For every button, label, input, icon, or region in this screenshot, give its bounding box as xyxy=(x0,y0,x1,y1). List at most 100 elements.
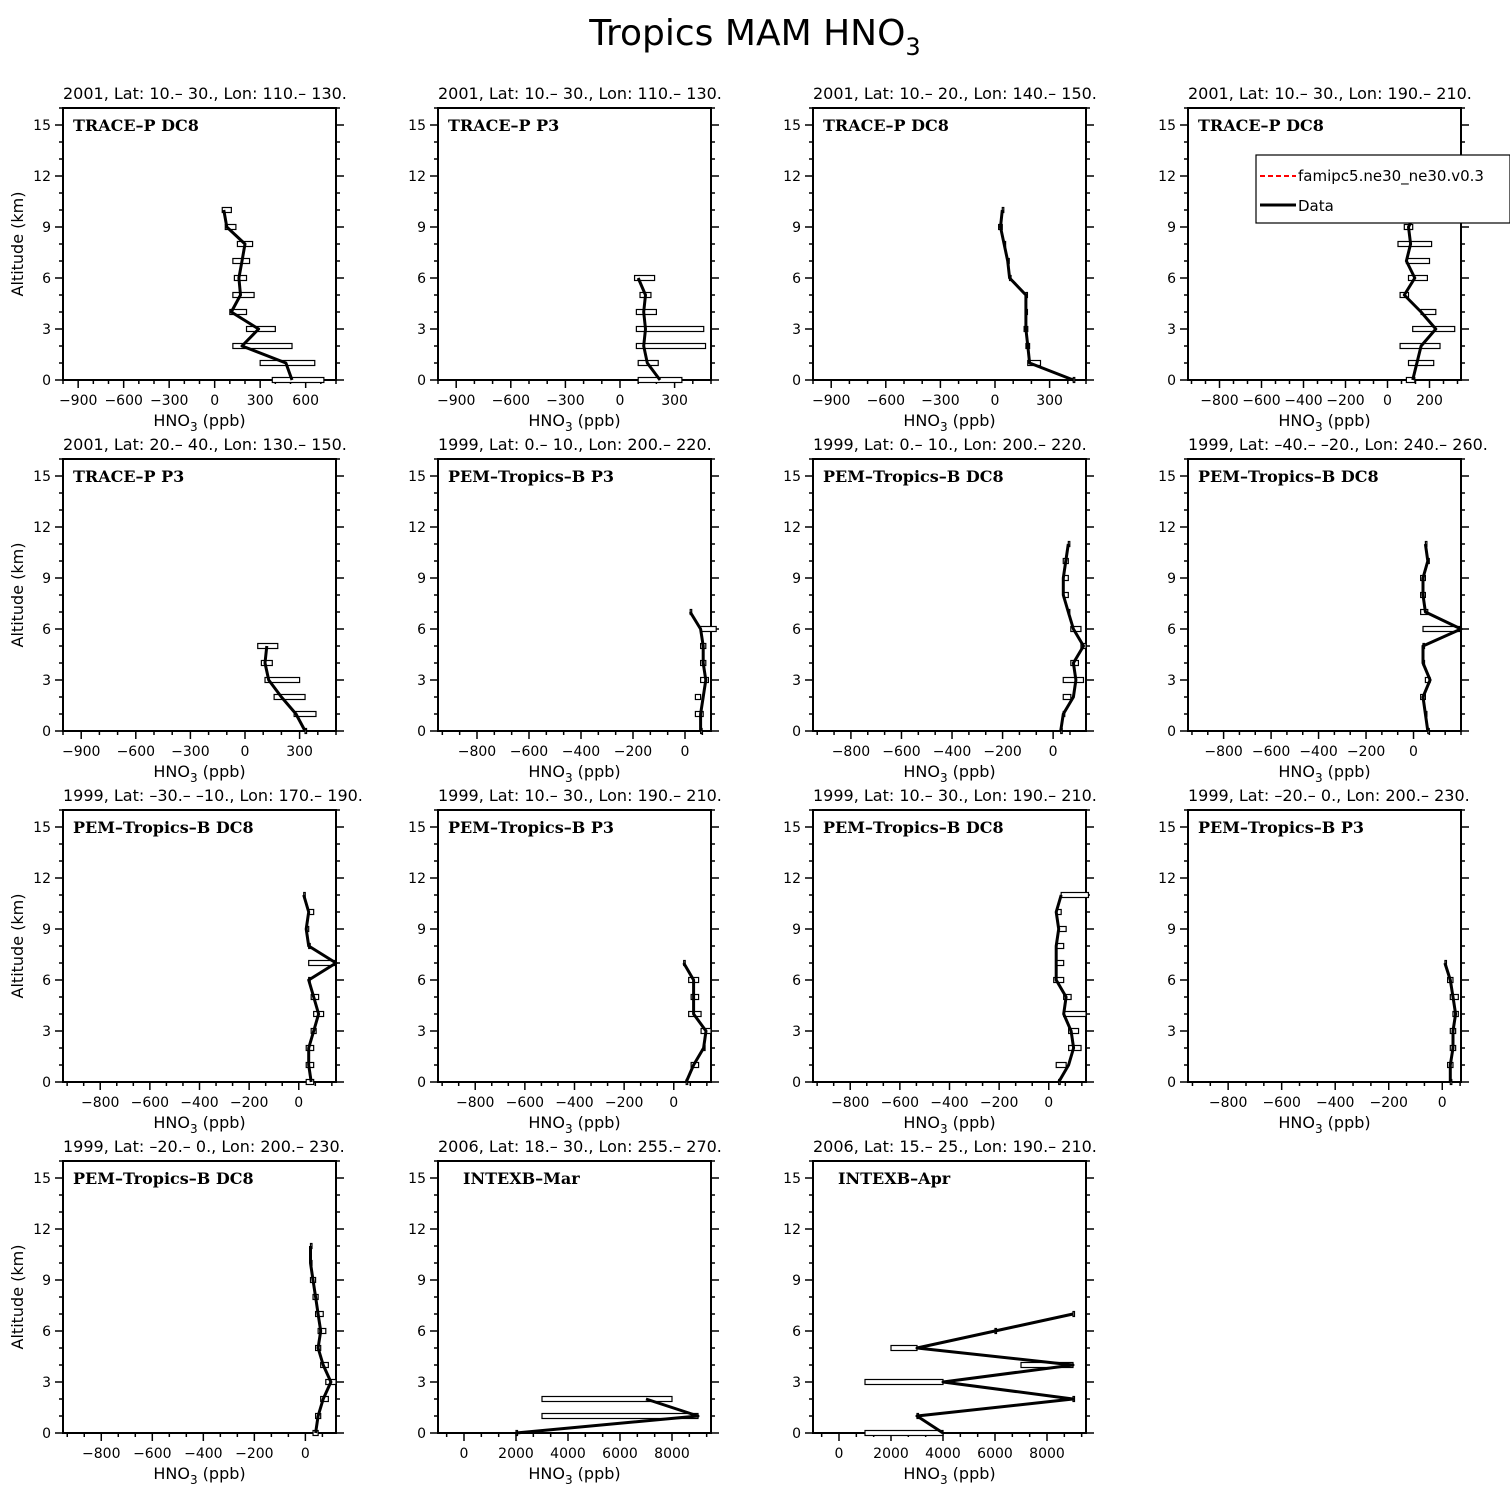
x-tick-label: 0 xyxy=(616,393,625,409)
y-tick-label: 15 xyxy=(1158,469,1176,485)
error-box xyxy=(633,274,656,282)
x-tick-label: −200 xyxy=(1347,744,1385,760)
y-tick-label: 15 xyxy=(408,820,426,836)
y-tick-label: 15 xyxy=(33,118,51,134)
x-tick-label: −200 xyxy=(605,1095,643,1111)
y-tick-label: 0 xyxy=(1167,373,1176,389)
x-axis-label: HNO3 (ppb) xyxy=(528,1464,620,1487)
x-tick-label: −600 xyxy=(104,393,142,409)
panel-title: 2006, Lat: 15.– 25., Lon: 190.– 210. xyxy=(813,1137,1097,1156)
data-series-line xyxy=(682,962,708,1083)
x-tick-label: −400 xyxy=(562,744,600,760)
panel-title: 1999, Lat: 0.– 10., Lon: 200.– 220. xyxy=(813,435,1087,454)
error-box xyxy=(1062,676,1085,684)
y-tick-label: 0 xyxy=(792,373,801,389)
y-tick-label: 0 xyxy=(1167,1075,1176,1091)
y-tick-label: 0 xyxy=(42,1075,51,1091)
y-tick-label: 12 xyxy=(783,871,801,887)
y-tick-label: 0 xyxy=(417,724,426,740)
x-tick-label: −400 xyxy=(555,1095,593,1111)
x-tick-label: 2000 xyxy=(873,1446,909,1462)
chart-panel-15: 2006, Lat: 15.– 25., Lon: 190.– 210. 0 3 6 9… xyxy=(783,1137,1097,1487)
plot-frame xyxy=(62,458,337,732)
plot-frame xyxy=(62,809,337,1083)
x-tick-label: −400 xyxy=(933,744,971,760)
x-tick-label: 300 xyxy=(1036,393,1063,409)
panel-title: 1999, Lat: –30.– –10., Lon: 170.– 190. xyxy=(63,786,363,805)
x-tick-label: −800 xyxy=(1209,1095,1247,1111)
y-tick-label: 0 xyxy=(792,1426,801,1442)
error-box xyxy=(1407,274,1428,282)
x-tick-label: 300 xyxy=(286,744,313,760)
data-series-line xyxy=(1059,543,1085,732)
chart-panel-2: 2001, Lat: 10.– 30., Lon: 110.– 130. 0 3 6 9… xyxy=(408,84,722,434)
error-box xyxy=(245,325,276,333)
x-tick-label: −400 xyxy=(180,1095,218,1111)
chart-panel-7: 1999, Lat: 0.– 10., Lon: 200.– 220. 0 3 6 9 1… xyxy=(783,435,1094,785)
campaign-label: TRACE–P DC8 xyxy=(1198,116,1324,135)
y-tick-label: 9 xyxy=(792,1273,801,1289)
chart-panel-5: 2001, Lat: 20.– 40., Lon: 130.– 150. 0 3 6 9… xyxy=(8,435,347,785)
y-tick-label: 3 xyxy=(792,1024,801,1040)
error-box xyxy=(637,376,683,384)
plot-frame xyxy=(812,458,1087,732)
x-tick-label: −300 xyxy=(171,744,209,760)
x-axis-label: HNO3 (ppb) xyxy=(528,411,620,434)
data-series-line xyxy=(688,611,708,731)
x-tick-label: −900 xyxy=(62,744,100,760)
y-tick-label: 3 xyxy=(417,1375,426,1391)
plot-frame xyxy=(437,107,712,381)
campaign-label: PEM–Tropics–B P3 xyxy=(448,818,614,837)
campaign-label: PEM–Tropics–B DC8 xyxy=(823,818,1004,837)
error-box xyxy=(271,376,325,384)
x-tick-label: 0 xyxy=(460,1446,469,1462)
y-tick-label: 15 xyxy=(408,469,426,485)
y-tick-label: 9 xyxy=(792,922,801,938)
y-tick-label: 9 xyxy=(1167,922,1176,938)
x-tick-label: 6000 xyxy=(602,1446,638,1462)
x-axis-label: HNO3 (ppb) xyxy=(153,1113,245,1136)
y-tick-label: 9 xyxy=(1167,571,1176,587)
y-tick-label: 12 xyxy=(408,520,426,536)
x-axis-label: HNO3 (ppb) xyxy=(903,1464,995,1487)
x-tick-label: −600 xyxy=(1262,1095,1300,1111)
legend-box xyxy=(1255,154,1510,224)
x-tick-label: −400 xyxy=(184,1446,222,1462)
error-box xyxy=(232,291,255,299)
y-tick-label: 15 xyxy=(408,1171,426,1187)
x-tick-label: −800 xyxy=(458,744,496,760)
panel-title: 2001, Lat: 10.– 30., Lon: 110.– 130. xyxy=(63,84,347,103)
error-box xyxy=(699,625,717,633)
y-tick-label: 15 xyxy=(408,118,426,134)
x-tick-label: 0 xyxy=(294,1095,303,1111)
y-tick-label: 15 xyxy=(1158,820,1176,836)
x-axis-label: HNO3 (ppb) xyxy=(153,1464,245,1487)
x-axis-label: HNO3 (ppb) xyxy=(528,762,620,785)
data-series-line xyxy=(222,209,294,381)
y-tick-label: 3 xyxy=(42,673,51,689)
y-tick-label: 0 xyxy=(417,1426,426,1442)
x-tick-label: −600 xyxy=(867,393,905,409)
y-tick-label: 9 xyxy=(417,922,426,938)
x-tick-label: −900 xyxy=(812,393,850,409)
campaign-label: PEM–Tropics–B DC8 xyxy=(823,467,1004,486)
x-tick-label: 0 xyxy=(1044,1095,1053,1111)
y-tick-label: 9 xyxy=(42,922,51,938)
chart-panel-8: 1999, Lat: –40.– –20., Lon: 240.– 260. 0 3… xyxy=(1158,435,1488,785)
y-tick-label: 6 xyxy=(792,622,801,638)
campaign-label: INTEXB–Apr xyxy=(838,1169,951,1188)
x-tick-label: −200 xyxy=(1370,1095,1408,1111)
error-box xyxy=(221,206,232,214)
x-tick-label: 200 xyxy=(1416,393,1443,409)
y-tick-label: 6 xyxy=(1167,622,1176,638)
x-tick-label: 300 xyxy=(661,393,688,409)
error-box xyxy=(232,342,293,350)
y-axis-label: Altitude (km) xyxy=(8,1245,27,1350)
x-axis-label: HNO3 (ppb) xyxy=(528,1113,620,1136)
x-tick-label: 0 xyxy=(991,393,1000,409)
y-tick-label: 3 xyxy=(42,1375,51,1391)
y-tick-label: 15 xyxy=(33,469,51,485)
panel-title: 1999, Lat: –40.– –20., Lon: 240.– 260. xyxy=(1188,435,1488,454)
y-tick-label: 9 xyxy=(417,220,426,236)
y-tick-label: 6 xyxy=(1167,271,1176,287)
